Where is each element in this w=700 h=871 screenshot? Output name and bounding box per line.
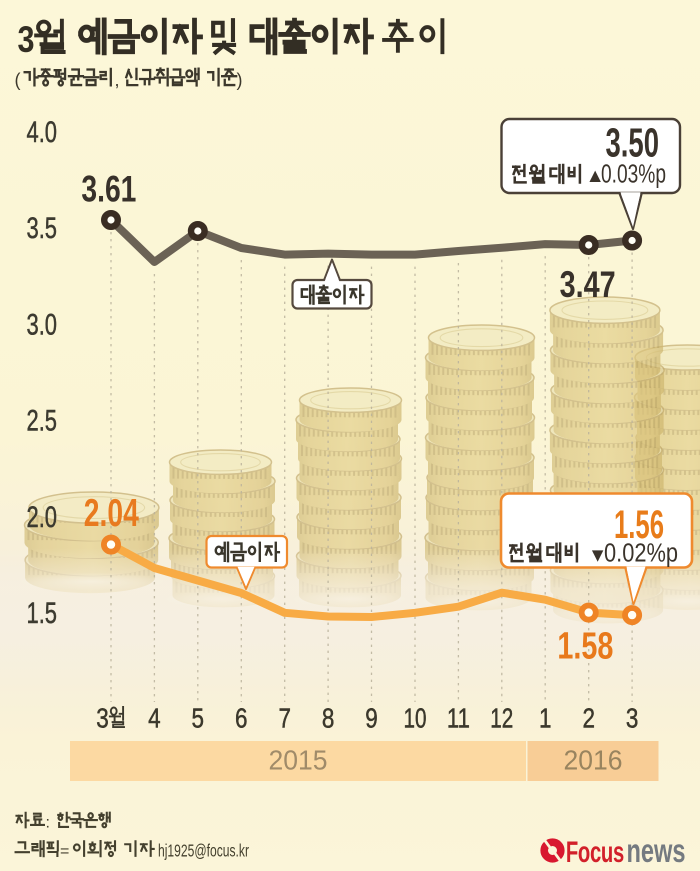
svg-text:2.5: 2.5 (27, 405, 58, 438)
svg-text:4: 4 (148, 703, 161, 734)
svg-text:6: 6 (235, 703, 248, 734)
svg-text:1.58: 1.58 (557, 626, 613, 668)
svg-text:3: 3 (18, 19, 35, 60)
svg-text:2016: 2016 (564, 745, 623, 776)
svg-text:1.56: 1.56 (614, 503, 664, 547)
svg-text:3.61: 3.61 (81, 167, 136, 209)
svg-text:2.04: 2.04 (84, 492, 139, 535)
svg-text:,: , (115, 70, 120, 90)
svg-text:Focus: Focus (566, 836, 624, 869)
svg-text:3.47: 3.47 (560, 263, 616, 305)
svg-text:▲: ▲ (586, 165, 605, 187)
svg-text:0.02%p: 0.02%p (604, 540, 678, 568)
svg-text:3.0: 3.0 (27, 308, 58, 341)
svg-text:10: 10 (404, 703, 427, 734)
svg-text:3.5: 3.5 (27, 212, 58, 245)
svg-text:3: 3 (96, 703, 109, 734)
svg-text:2.0: 2.0 (27, 501, 58, 534)
svg-text:7: 7 (278, 703, 291, 734)
svg-text:9: 9 (365, 703, 378, 734)
svg-text:1.5: 1.5 (27, 597, 58, 630)
svg-text:4.0: 4.0 (27, 116, 58, 149)
svg-text:1: 1 (539, 703, 552, 734)
svg-text:=: = (60, 843, 69, 860)
svg-text:3: 3 (626, 703, 639, 734)
svg-text:11: 11 (447, 703, 470, 734)
svg-text:(: ( (15, 70, 21, 90)
svg-text:12: 12 (490, 703, 513, 734)
svg-text:5: 5 (192, 703, 205, 734)
svg-text:0.03%p: 0.03%p (601, 161, 666, 189)
svg-text:3.50: 3.50 (606, 120, 660, 166)
svg-text:news: news (627, 832, 686, 869)
svg-text:): ) (237, 70, 243, 90)
svg-text:2: 2 (582, 703, 595, 734)
svg-text:hj1925@focus.kr: hj1925@focus.kr (158, 841, 249, 861)
svg-text:8: 8 (322, 703, 335, 734)
svg-text:2015: 2015 (269, 745, 328, 776)
svg-text:▼: ▼ (588, 545, 607, 567)
svg-text::: : (46, 815, 50, 832)
